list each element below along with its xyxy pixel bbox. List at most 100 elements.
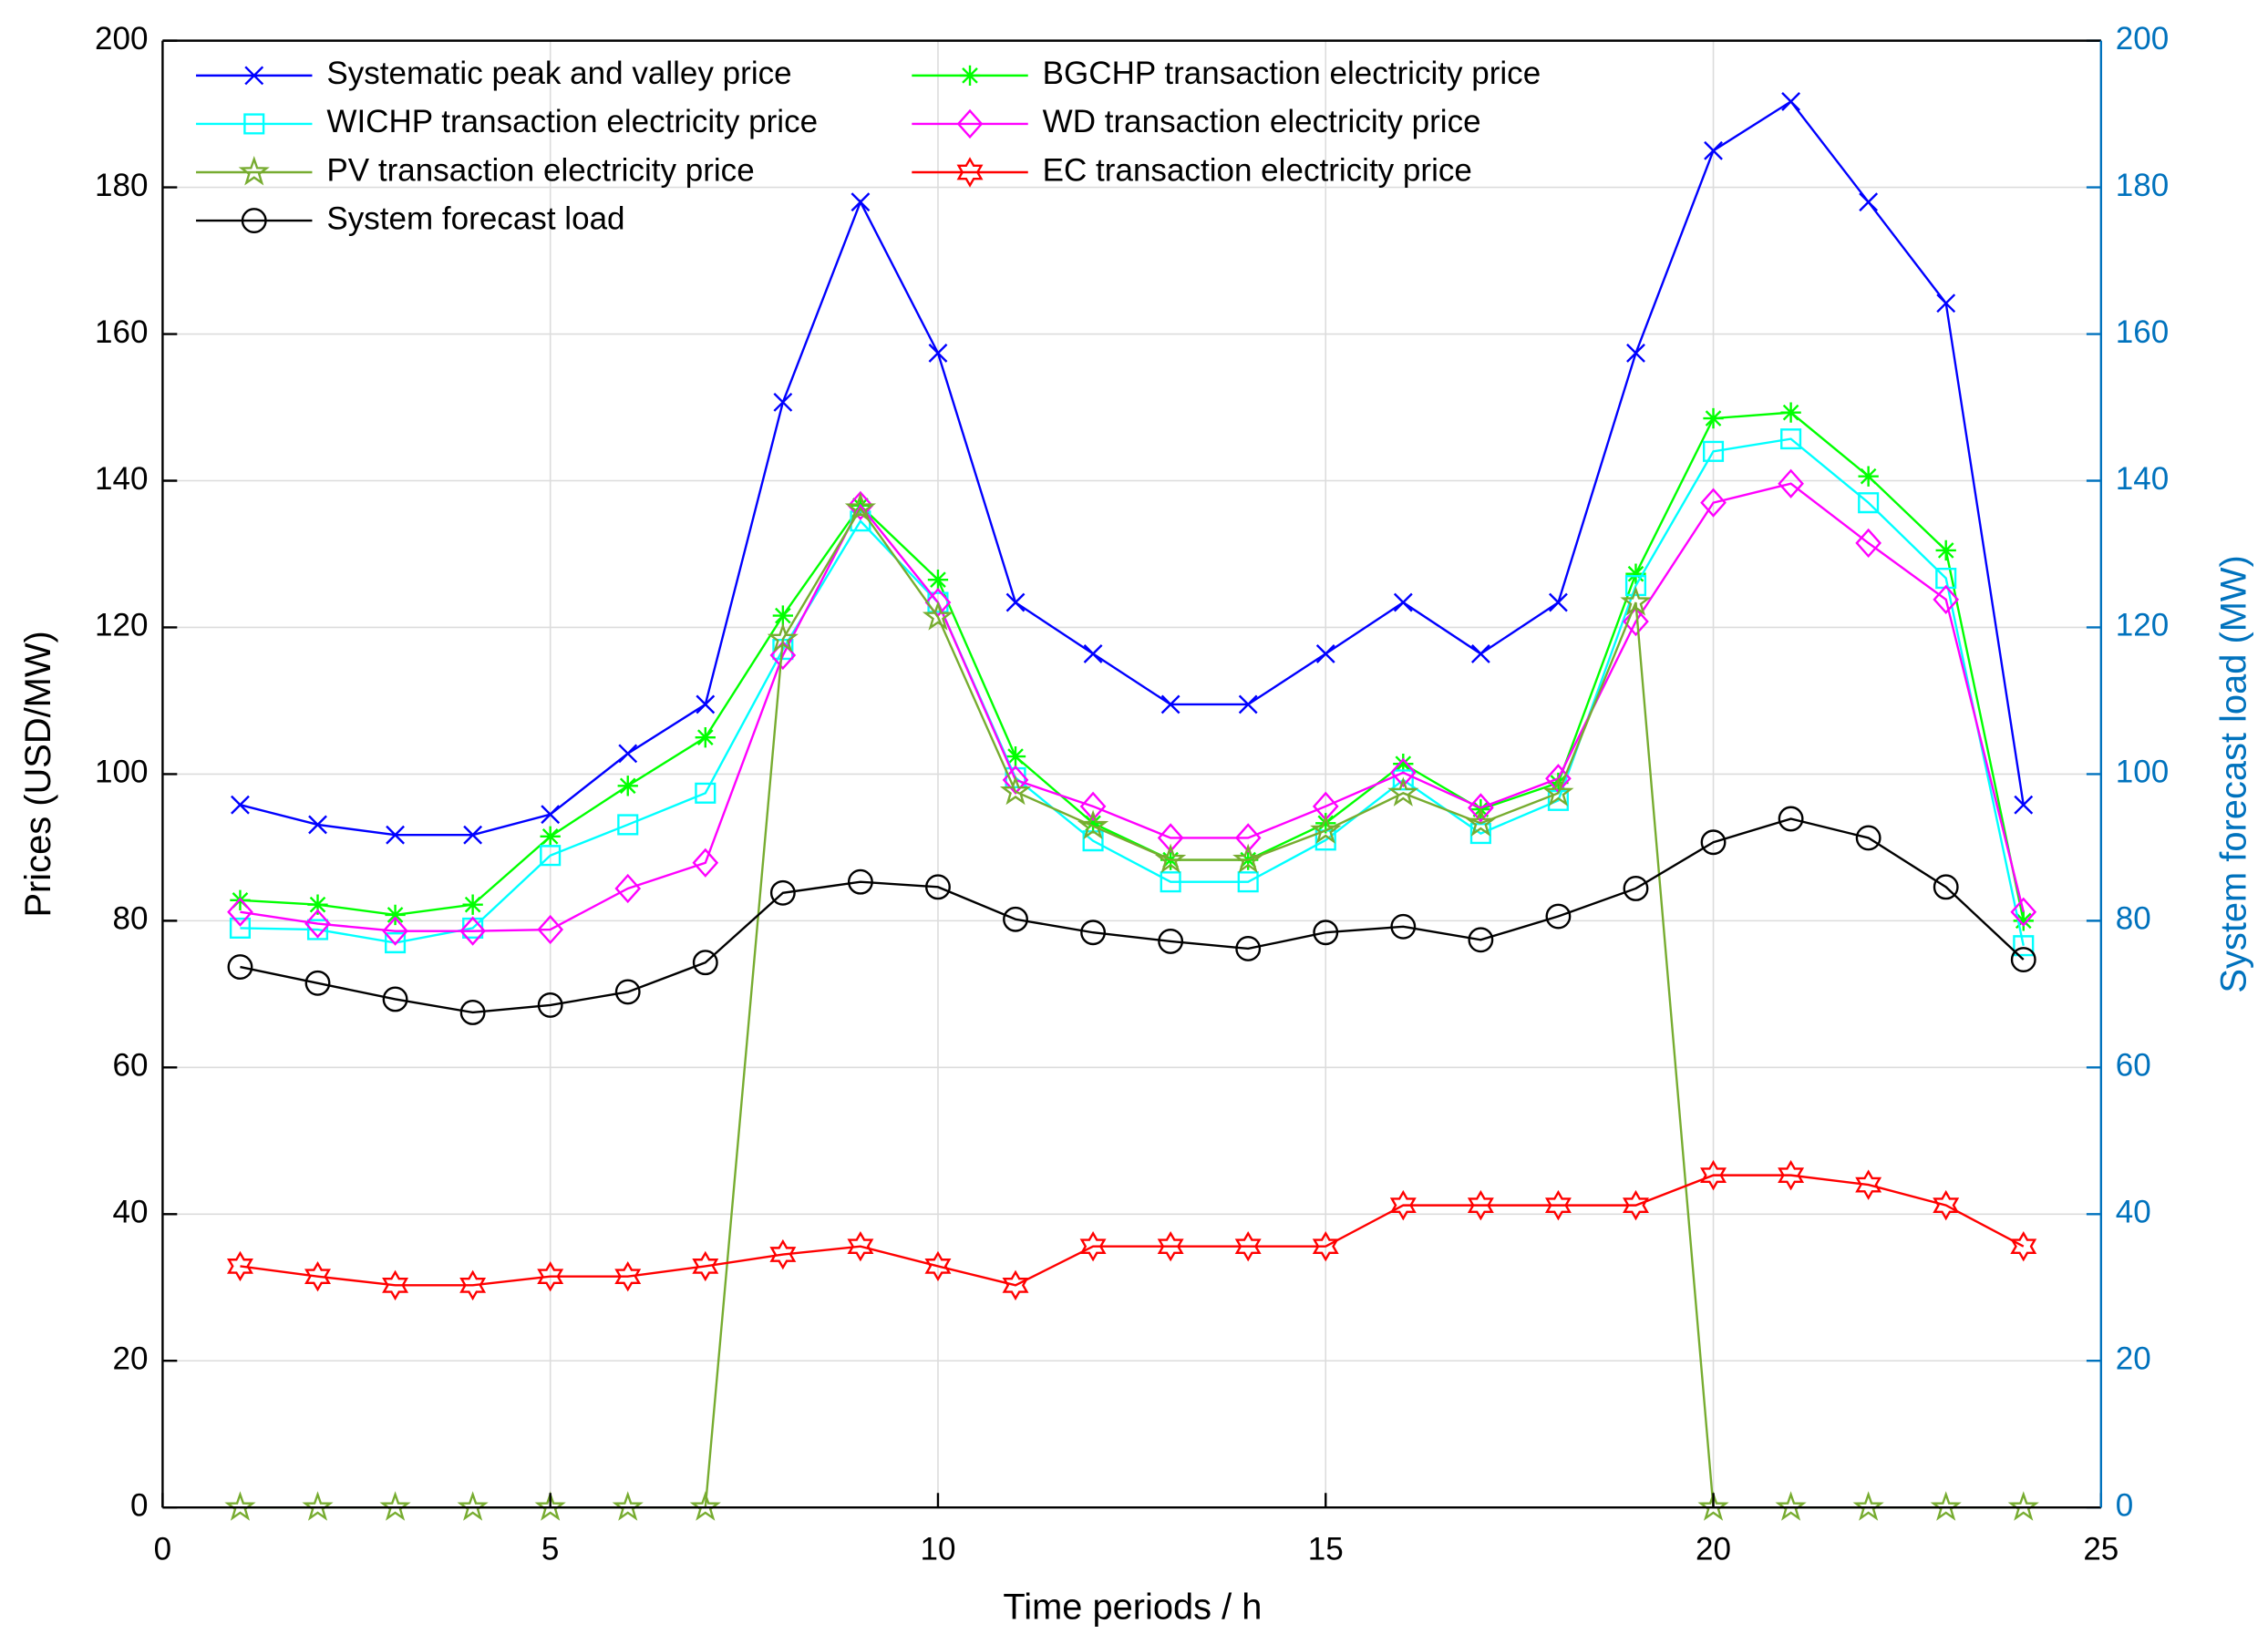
marker: [1935, 567, 1957, 590]
marker: [1620, 586, 1652, 616]
y2-tick-label: 20: [2116, 1341, 2151, 1377]
plot-area: [224, 92, 2039, 1521]
marker: [1624, 575, 1647, 597]
y2-tick-label: 60: [2116, 1048, 2151, 1084]
marker: [614, 1260, 642, 1292]
marker: [306, 919, 329, 940]
marker: [928, 344, 948, 363]
marker: [925, 874, 951, 900]
marker: [696, 694, 716, 714]
y-tick-label: 120: [95, 608, 148, 643]
marker: [959, 65, 981, 87]
y-tick-label: 100: [95, 755, 148, 790]
marker: [1083, 644, 1103, 663]
marker: [769, 879, 796, 906]
marker: [1158, 928, 1184, 954]
y2-tick-label: 0: [2116, 1487, 2133, 1523]
marker: [224, 1491, 256, 1521]
marker: [1703, 407, 1724, 429]
marker: [382, 1269, 409, 1301]
marker: [1082, 813, 1104, 834]
marker: [999, 775, 1032, 806]
marker: [1389, 1189, 1417, 1221]
marker: [1005, 745, 1026, 767]
marker: [1003, 906, 1028, 932]
y2-axis-label: System forecast load (MW): [2213, 555, 2253, 992]
marker: [304, 1260, 331, 1292]
marker: [617, 776, 638, 796]
y-tick-label: 0: [130, 1487, 148, 1523]
marker: [1700, 829, 1727, 856]
marker: [1852, 1491, 1884, 1521]
marker: [302, 1491, 334, 1521]
marker: [227, 954, 253, 981]
x-axis-label: Time periods / h: [1003, 1587, 1262, 1627]
marker: [1775, 1491, 1807, 1521]
marker: [1859, 192, 1879, 212]
marker: [1315, 813, 1336, 834]
marker: [1312, 1230, 1339, 1262]
marker: [695, 782, 716, 804]
legend-label: WD transaction electricity price: [1043, 104, 1481, 139]
marker: [1625, 563, 1646, 584]
series-line: [240, 817, 2025, 1014]
marker: [385, 904, 406, 926]
marker: [618, 744, 638, 764]
marker: [956, 108, 984, 139]
marker: [2013, 910, 2034, 931]
marker: [382, 986, 408, 1012]
series-line: [240, 99, 2025, 837]
marker: [379, 1491, 411, 1521]
y2-tick-label: 160: [2116, 314, 2169, 350]
marker: [304, 970, 331, 996]
legend-label: BGCHP transaction electricity price: [1043, 56, 1541, 91]
marker: [385, 931, 407, 954]
marker: [1858, 466, 1879, 487]
marker: [2014, 795, 2034, 815]
marker: [1160, 694, 1180, 714]
y2-tick-label: 100: [2116, 755, 2169, 790]
marker: [1237, 871, 1259, 893]
y-tick-label: 40: [112, 1195, 148, 1230]
marker: [1468, 793, 1494, 823]
marker: [2010, 897, 2037, 927]
marker: [922, 601, 954, 631]
marker: [1778, 1159, 1805, 1191]
y2-tick-label: 80: [2116, 901, 2151, 937]
y-tick-label: 140: [95, 461, 148, 497]
marker: [692, 848, 719, 878]
marker: [226, 1250, 253, 1282]
x-tick-label: 5: [541, 1531, 559, 1567]
marker: [1232, 843, 1264, 874]
marker: [1623, 1189, 1649, 1221]
marker: [459, 1269, 487, 1301]
x-tick-label: 0: [154, 1531, 171, 1567]
marker: [241, 208, 267, 234]
marker: [1002, 1269, 1029, 1301]
y2-tick-label: 120: [2116, 608, 2169, 643]
marker: [386, 825, 405, 845]
marker: [1704, 140, 1723, 160]
marker: [540, 826, 561, 847]
marker: [1310, 814, 1342, 844]
marker: [537, 914, 564, 945]
marker: [231, 795, 250, 815]
marker: [1079, 791, 1107, 821]
marker: [1082, 830, 1104, 852]
marker: [1390, 913, 1417, 940]
marker: [459, 916, 486, 946]
marker: [382, 916, 408, 946]
marker: [1933, 874, 1959, 900]
marker: [1547, 789, 1569, 811]
marker: [1780, 402, 1801, 423]
marker: [1393, 753, 1414, 775]
marker: [1778, 468, 1804, 498]
marker: [844, 492, 877, 522]
marker: [767, 622, 799, 652]
marker: [463, 825, 483, 845]
marker: [1542, 776, 1574, 807]
marker: [1778, 806, 1804, 832]
marker: [614, 979, 641, 1005]
marker: [695, 727, 716, 748]
